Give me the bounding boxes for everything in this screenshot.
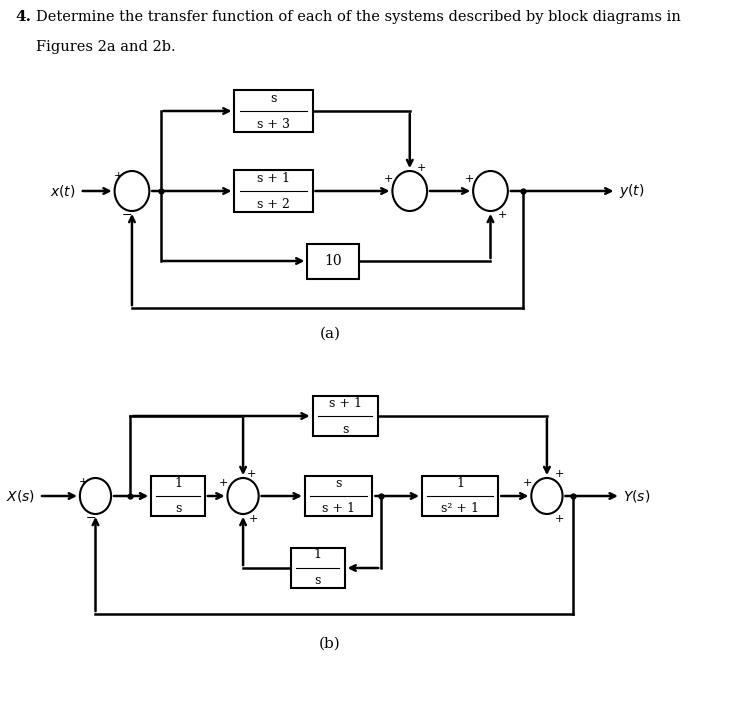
- Text: +: +: [465, 174, 474, 184]
- Text: 1: 1: [456, 477, 464, 490]
- Text: +: +: [114, 171, 123, 181]
- Bar: [235, 90, 312, 132]
- Text: s + 1: s + 1: [329, 397, 362, 410]
- Bar: [312, 396, 378, 436]
- Text: $y(t)$: $y(t)$: [619, 182, 645, 200]
- Circle shape: [114, 171, 149, 211]
- Text: s: s: [270, 92, 276, 105]
- Text: +: +: [78, 477, 88, 487]
- Bar: [291, 548, 344, 588]
- Bar: [422, 476, 498, 516]
- Text: s + 1: s + 1: [257, 172, 290, 185]
- Text: s: s: [175, 503, 182, 516]
- Circle shape: [392, 171, 427, 211]
- Text: 1: 1: [174, 477, 182, 490]
- Text: +: +: [249, 514, 258, 524]
- Circle shape: [531, 478, 562, 514]
- Bar: [305, 476, 373, 516]
- Text: Determine the transfer function of each of the systems described by block diagra: Determine the transfer function of each …: [37, 10, 681, 24]
- Text: +: +: [220, 478, 229, 488]
- Text: s + 3: s + 3: [257, 117, 290, 130]
- Bar: [235, 170, 312, 212]
- Text: 1: 1: [314, 548, 322, 561]
- Text: s: s: [342, 422, 348, 435]
- Text: +: +: [384, 174, 394, 184]
- Text: −: −: [122, 208, 132, 221]
- Text: $X(s)$: $X(s)$: [6, 488, 34, 504]
- Text: +: +: [554, 514, 564, 524]
- Text: 10: 10: [324, 254, 342, 268]
- Text: s² + 1: s² + 1: [441, 503, 479, 516]
- Circle shape: [227, 478, 258, 514]
- Text: +: +: [498, 210, 507, 220]
- Text: $x(t)$: $x(t)$: [50, 183, 75, 199]
- Text: (a): (a): [320, 327, 341, 341]
- Text: 4.: 4.: [16, 10, 31, 24]
- Text: (b): (b): [319, 637, 341, 651]
- Text: +: +: [247, 469, 256, 479]
- Text: $Y(s)$: $Y(s)$: [623, 488, 651, 504]
- Text: +: +: [554, 469, 564, 479]
- Text: s + 1: s + 1: [322, 503, 355, 516]
- Text: −: −: [86, 511, 96, 525]
- Circle shape: [80, 478, 111, 514]
- Text: s: s: [335, 477, 342, 490]
- Bar: [151, 476, 205, 516]
- Text: Figures 2a and 2b.: Figures 2a and 2b.: [37, 40, 176, 54]
- Text: +: +: [523, 478, 533, 488]
- Text: s + 2: s + 2: [257, 198, 290, 211]
- Text: s: s: [314, 574, 321, 588]
- Text: +: +: [418, 163, 427, 173]
- Bar: [307, 243, 359, 279]
- Circle shape: [473, 171, 508, 211]
